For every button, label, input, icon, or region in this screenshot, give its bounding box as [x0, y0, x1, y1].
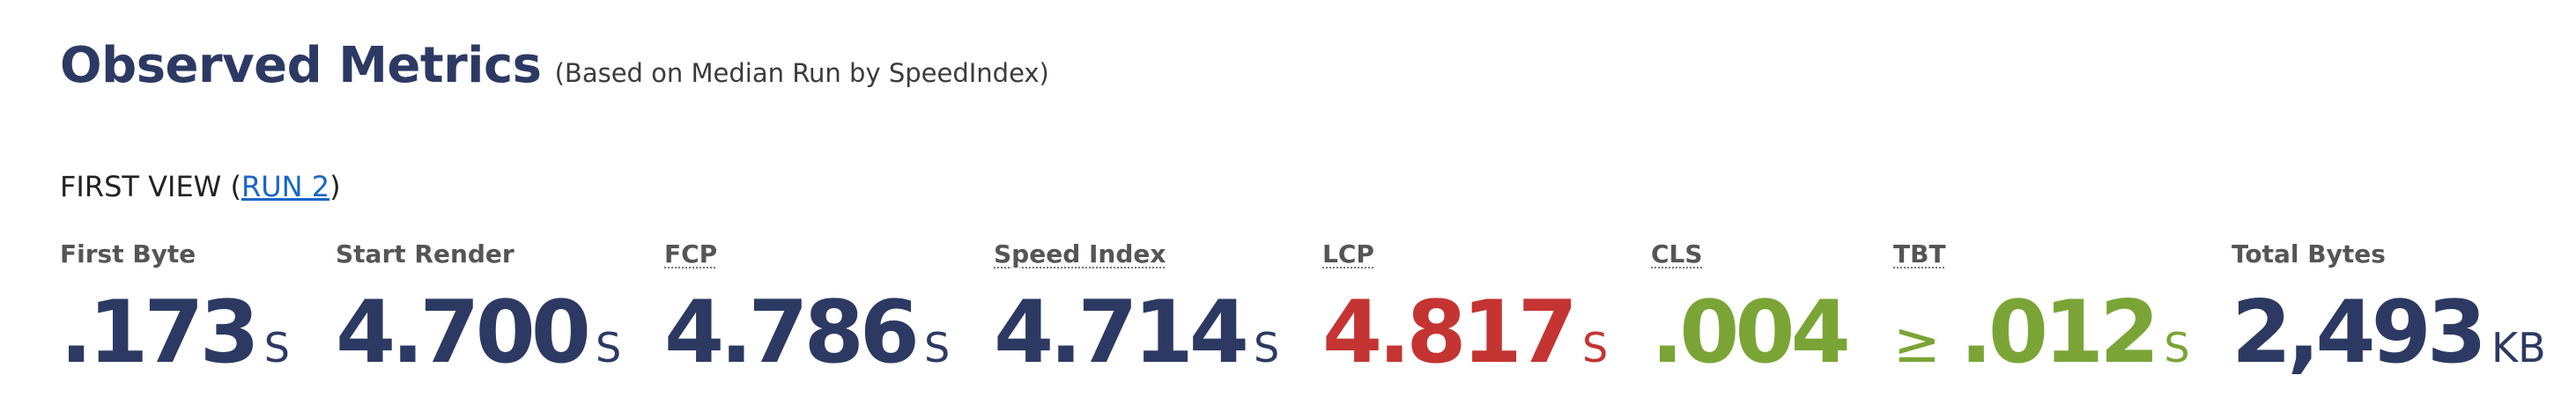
metric-unit: S — [923, 324, 951, 372]
run-2-link[interactable]: RUN 2 — [241, 170, 330, 203]
metric-lcp: LCP 4.817 S — [1322, 239, 1608, 381]
metric-value: .173 — [60, 283, 260, 383]
page-subtitle: (Based on Median Run by SpeedIndex) — [554, 58, 1049, 88]
metric-unit: S — [1253, 324, 1280, 372]
metric-value: 4.817 — [1322, 283, 1578, 383]
metric-unit: KB — [2491, 324, 2546, 372]
metric-total-bytes: Total Bytes 2,493 KB — [2232, 239, 2546, 381]
metric-value: 4.700 — [336, 283, 591, 383]
greater-or-equal-icon: ≥ — [1893, 311, 1941, 376]
metric-value: .012 — [1959, 283, 2160, 383]
metric-label: Start Render — [336, 239, 514, 269]
metric-label: Total Bytes — [2232, 239, 2386, 269]
page-title: Observed Metrics — [60, 37, 542, 94]
metric-unit: S — [1581, 324, 1609, 372]
metric-value: 2,493 — [2232, 283, 2487, 383]
metric-start-render: Start Render 4.700 S — [336, 239, 621, 381]
metric-label[interactable]: TBT — [1893, 239, 1946, 269]
metric-label[interactable]: Speed Index — [994, 239, 1166, 269]
metric-label[interactable]: FCP — [664, 239, 718, 269]
metric-tbt: TBT ≥ .012 S — [1893, 239, 2190, 381]
metric-label: First Byte — [60, 239, 196, 269]
first-view-label: FIRST VIEW (RUN 2) — [60, 170, 341, 203]
metric-label[interactable]: LCP — [1322, 239, 1374, 269]
metric-fcp: FCP 4.786 S — [664, 239, 950, 381]
view-label-prefix: FIRST VIEW ( — [60, 170, 241, 203]
metric-value: 4.786 — [664, 283, 920, 383]
metric-value: 4.714 — [994, 283, 1249, 383]
view-label-suffix: ) — [329, 170, 341, 203]
metric-first-byte: First Byte .173 S — [60, 239, 290, 381]
metric-unit: S — [595, 324, 622, 372]
metric-unit: S — [2164, 324, 2190, 372]
section-heading: Observed Metrics (Based on Median Run by… — [60, 37, 1049, 94]
metric-value: .004 — [1651, 283, 1851, 383]
observed-metrics-section: Observed Metrics (Based on Median Run by… — [60, 0, 2576, 412]
metric-label[interactable]: CLS — [1651, 239, 1703, 269]
metric-unit: S — [263, 324, 290, 372]
metric-cls: CLS .004 — [1651, 239, 1851, 383]
metric-speed-index: Speed Index 4.714 S — [994, 239, 1279, 381]
